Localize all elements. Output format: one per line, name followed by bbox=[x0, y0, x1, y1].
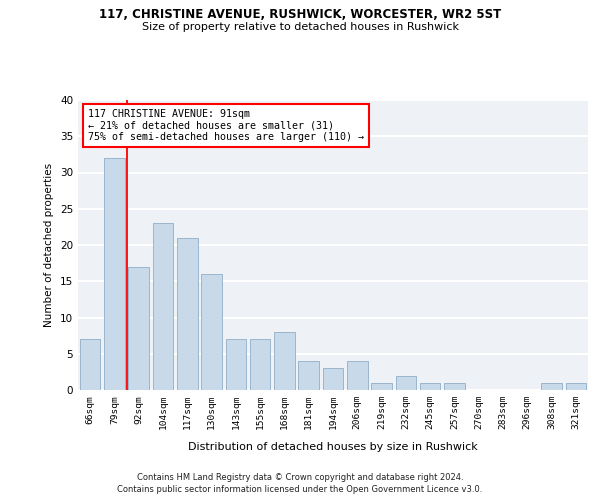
Text: Contains HM Land Registry data © Crown copyright and database right 2024.: Contains HM Land Registry data © Crown c… bbox=[137, 472, 463, 482]
Text: 117 CHRISTINE AVENUE: 91sqm
← 21% of detached houses are smaller (31)
75% of sem: 117 CHRISTINE AVENUE: 91sqm ← 21% of det… bbox=[88, 108, 364, 142]
Text: 117, CHRISTINE AVENUE, RUSHWICK, WORCESTER, WR2 5ST: 117, CHRISTINE AVENUE, RUSHWICK, WORCEST… bbox=[99, 8, 501, 20]
Bar bbox=[226, 339, 246, 390]
Bar bbox=[298, 361, 319, 390]
Bar bbox=[152, 223, 173, 390]
Bar bbox=[444, 383, 465, 390]
Bar bbox=[541, 383, 562, 390]
Bar bbox=[566, 383, 586, 390]
Bar bbox=[420, 383, 440, 390]
Bar bbox=[395, 376, 416, 390]
Text: Contains public sector information licensed under the Open Government Licence v3: Contains public sector information licen… bbox=[118, 485, 482, 494]
Text: Size of property relative to detached houses in Rushwick: Size of property relative to detached ho… bbox=[142, 22, 458, 32]
Bar bbox=[347, 361, 368, 390]
Bar bbox=[177, 238, 197, 390]
Bar bbox=[323, 368, 343, 390]
Bar bbox=[80, 339, 100, 390]
Text: Distribution of detached houses by size in Rushwick: Distribution of detached houses by size … bbox=[188, 442, 478, 452]
Y-axis label: Number of detached properties: Number of detached properties bbox=[44, 163, 55, 327]
Bar bbox=[128, 267, 149, 390]
Bar bbox=[371, 383, 392, 390]
Bar bbox=[201, 274, 222, 390]
Bar bbox=[274, 332, 295, 390]
Bar bbox=[250, 339, 271, 390]
Bar bbox=[104, 158, 125, 390]
